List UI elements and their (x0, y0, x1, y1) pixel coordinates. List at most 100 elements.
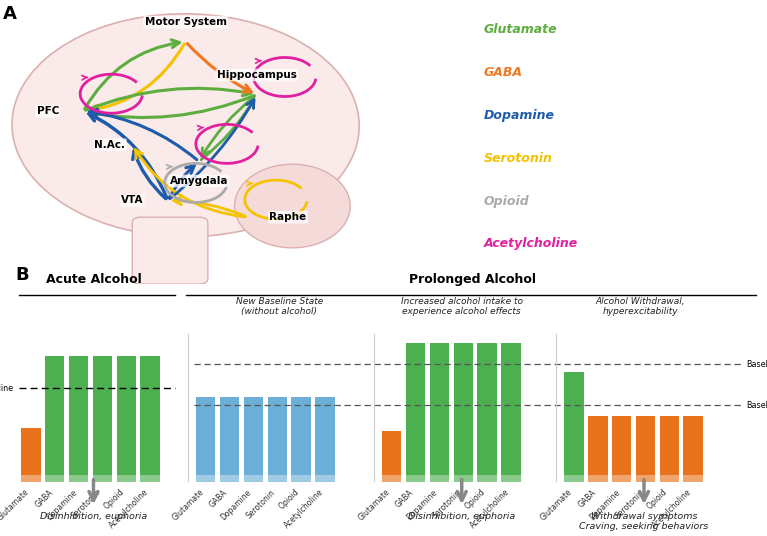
Bar (93, 475, 112, 482)
Text: Baseline: Baseline (747, 360, 767, 369)
Text: GABA: GABA (483, 66, 522, 79)
Text: Acetylcholine: Acetylcholine (468, 488, 511, 530)
Bar (501, 475, 521, 482)
Bar (268, 475, 287, 482)
Bar (140, 356, 160, 482)
Text: GABA: GABA (576, 488, 598, 509)
FancyBboxPatch shape (132, 217, 208, 284)
Text: N.Ac.: N.Ac. (94, 140, 126, 150)
Bar (291, 475, 311, 482)
Bar (588, 415, 607, 482)
Text: Opioid: Opioid (102, 488, 127, 511)
Bar (565, 372, 584, 482)
Bar (220, 475, 239, 482)
Bar (117, 356, 136, 482)
Text: A: A (3, 5, 17, 24)
Bar (244, 398, 263, 482)
Text: Glutamate: Glutamate (483, 23, 557, 36)
Bar (477, 475, 497, 482)
Bar (588, 475, 607, 482)
Text: Glutamate: Glutamate (357, 488, 392, 523)
Bar (406, 344, 425, 482)
Text: Dopamine: Dopamine (588, 488, 622, 522)
Ellipse shape (235, 164, 351, 248)
Text: Serotonin: Serotonin (70, 488, 102, 520)
Bar (196, 475, 216, 482)
Text: Increased alcohol intake to
experience alcohol effects: Increased alcohol intake to experience a… (400, 297, 523, 316)
Text: Hippocampus: Hippocampus (217, 70, 297, 80)
Bar (501, 344, 521, 482)
Bar (21, 428, 41, 482)
Text: Acetylcholine: Acetylcholine (483, 237, 578, 250)
Text: Glutamate: Glutamate (170, 488, 206, 523)
Bar (636, 475, 655, 482)
Bar (683, 475, 703, 482)
Text: Alcohol Withdrawal,
hyperexcitability: Alcohol Withdrawal, hyperexcitability (595, 297, 685, 316)
Text: Dopamine: Dopamine (405, 488, 439, 522)
Bar (21, 475, 41, 482)
Text: Serotonin: Serotonin (431, 488, 463, 520)
Text: Acetylcholine: Acetylcholine (282, 488, 325, 530)
Bar (45, 475, 64, 482)
Text: Baseline: Baseline (0, 384, 13, 393)
Bar (453, 475, 473, 482)
Text: GABA: GABA (33, 488, 54, 509)
Text: Acetylcholine: Acetylcholine (650, 488, 693, 530)
Text: Opioid: Opioid (463, 488, 487, 511)
Bar (683, 415, 703, 482)
Text: Baseline: Baseline (747, 401, 767, 410)
Text: Acute Alcohol: Acute Alcohol (45, 273, 141, 286)
Bar (315, 398, 334, 482)
Bar (69, 475, 88, 482)
Bar (268, 398, 287, 482)
Text: Amygdala: Amygdala (170, 176, 229, 186)
Text: Raphe: Raphe (269, 212, 307, 222)
Text: Dopamine: Dopamine (483, 109, 555, 122)
Text: Opioid: Opioid (483, 195, 529, 207)
Bar (140, 475, 160, 482)
Text: Serotonin: Serotonin (613, 488, 646, 520)
Bar (660, 415, 679, 482)
Bar (430, 344, 449, 482)
Bar (453, 344, 473, 482)
Bar (612, 415, 631, 482)
Text: Disinhibition, euphoria: Disinhibition, euphoria (408, 511, 515, 520)
Text: Disinhibition, euphoria: Disinhibition, euphoria (40, 511, 147, 520)
Bar (430, 475, 449, 482)
Bar (565, 475, 584, 482)
Bar (660, 475, 679, 482)
Bar (196, 398, 216, 482)
Bar (636, 415, 655, 482)
Text: PFC: PFC (37, 106, 59, 116)
Text: Dopamine: Dopamine (44, 488, 78, 522)
Text: Serotonin: Serotonin (245, 488, 277, 520)
Bar (382, 475, 401, 482)
Text: B: B (15, 266, 29, 285)
Text: Motor System: Motor System (145, 17, 226, 27)
Bar (612, 475, 631, 482)
Text: New Baseline State
(without alcohol): New Baseline State (without alcohol) (235, 297, 323, 316)
Bar (93, 356, 112, 482)
Text: Serotonin: Serotonin (483, 152, 552, 165)
Text: GABA: GABA (208, 488, 229, 509)
Text: Opioid: Opioid (646, 488, 670, 511)
Bar (406, 475, 425, 482)
Text: Prolonged Alcohol: Prolonged Alcohol (410, 273, 536, 286)
Bar (382, 431, 401, 482)
Text: Dopamine: Dopamine (219, 488, 253, 522)
Bar (220, 398, 239, 482)
Text: Glutamate: Glutamate (539, 488, 574, 523)
Bar (117, 475, 136, 482)
Text: GABA: GABA (394, 488, 416, 509)
Bar (244, 475, 263, 482)
Text: Glutamate: Glutamate (0, 488, 31, 523)
Ellipse shape (12, 14, 359, 237)
Text: Acetylcholine: Acetylcholine (107, 488, 150, 530)
Text: VTA: VTA (121, 196, 143, 205)
Bar (291, 398, 311, 482)
Text: Withdrawal symptoms
Craving, seeking behaviors: Withdrawal symptoms Craving, seeking beh… (579, 511, 709, 531)
Bar (477, 344, 497, 482)
Bar (315, 475, 334, 482)
Text: Opioid: Opioid (277, 488, 301, 511)
Bar (45, 356, 64, 482)
